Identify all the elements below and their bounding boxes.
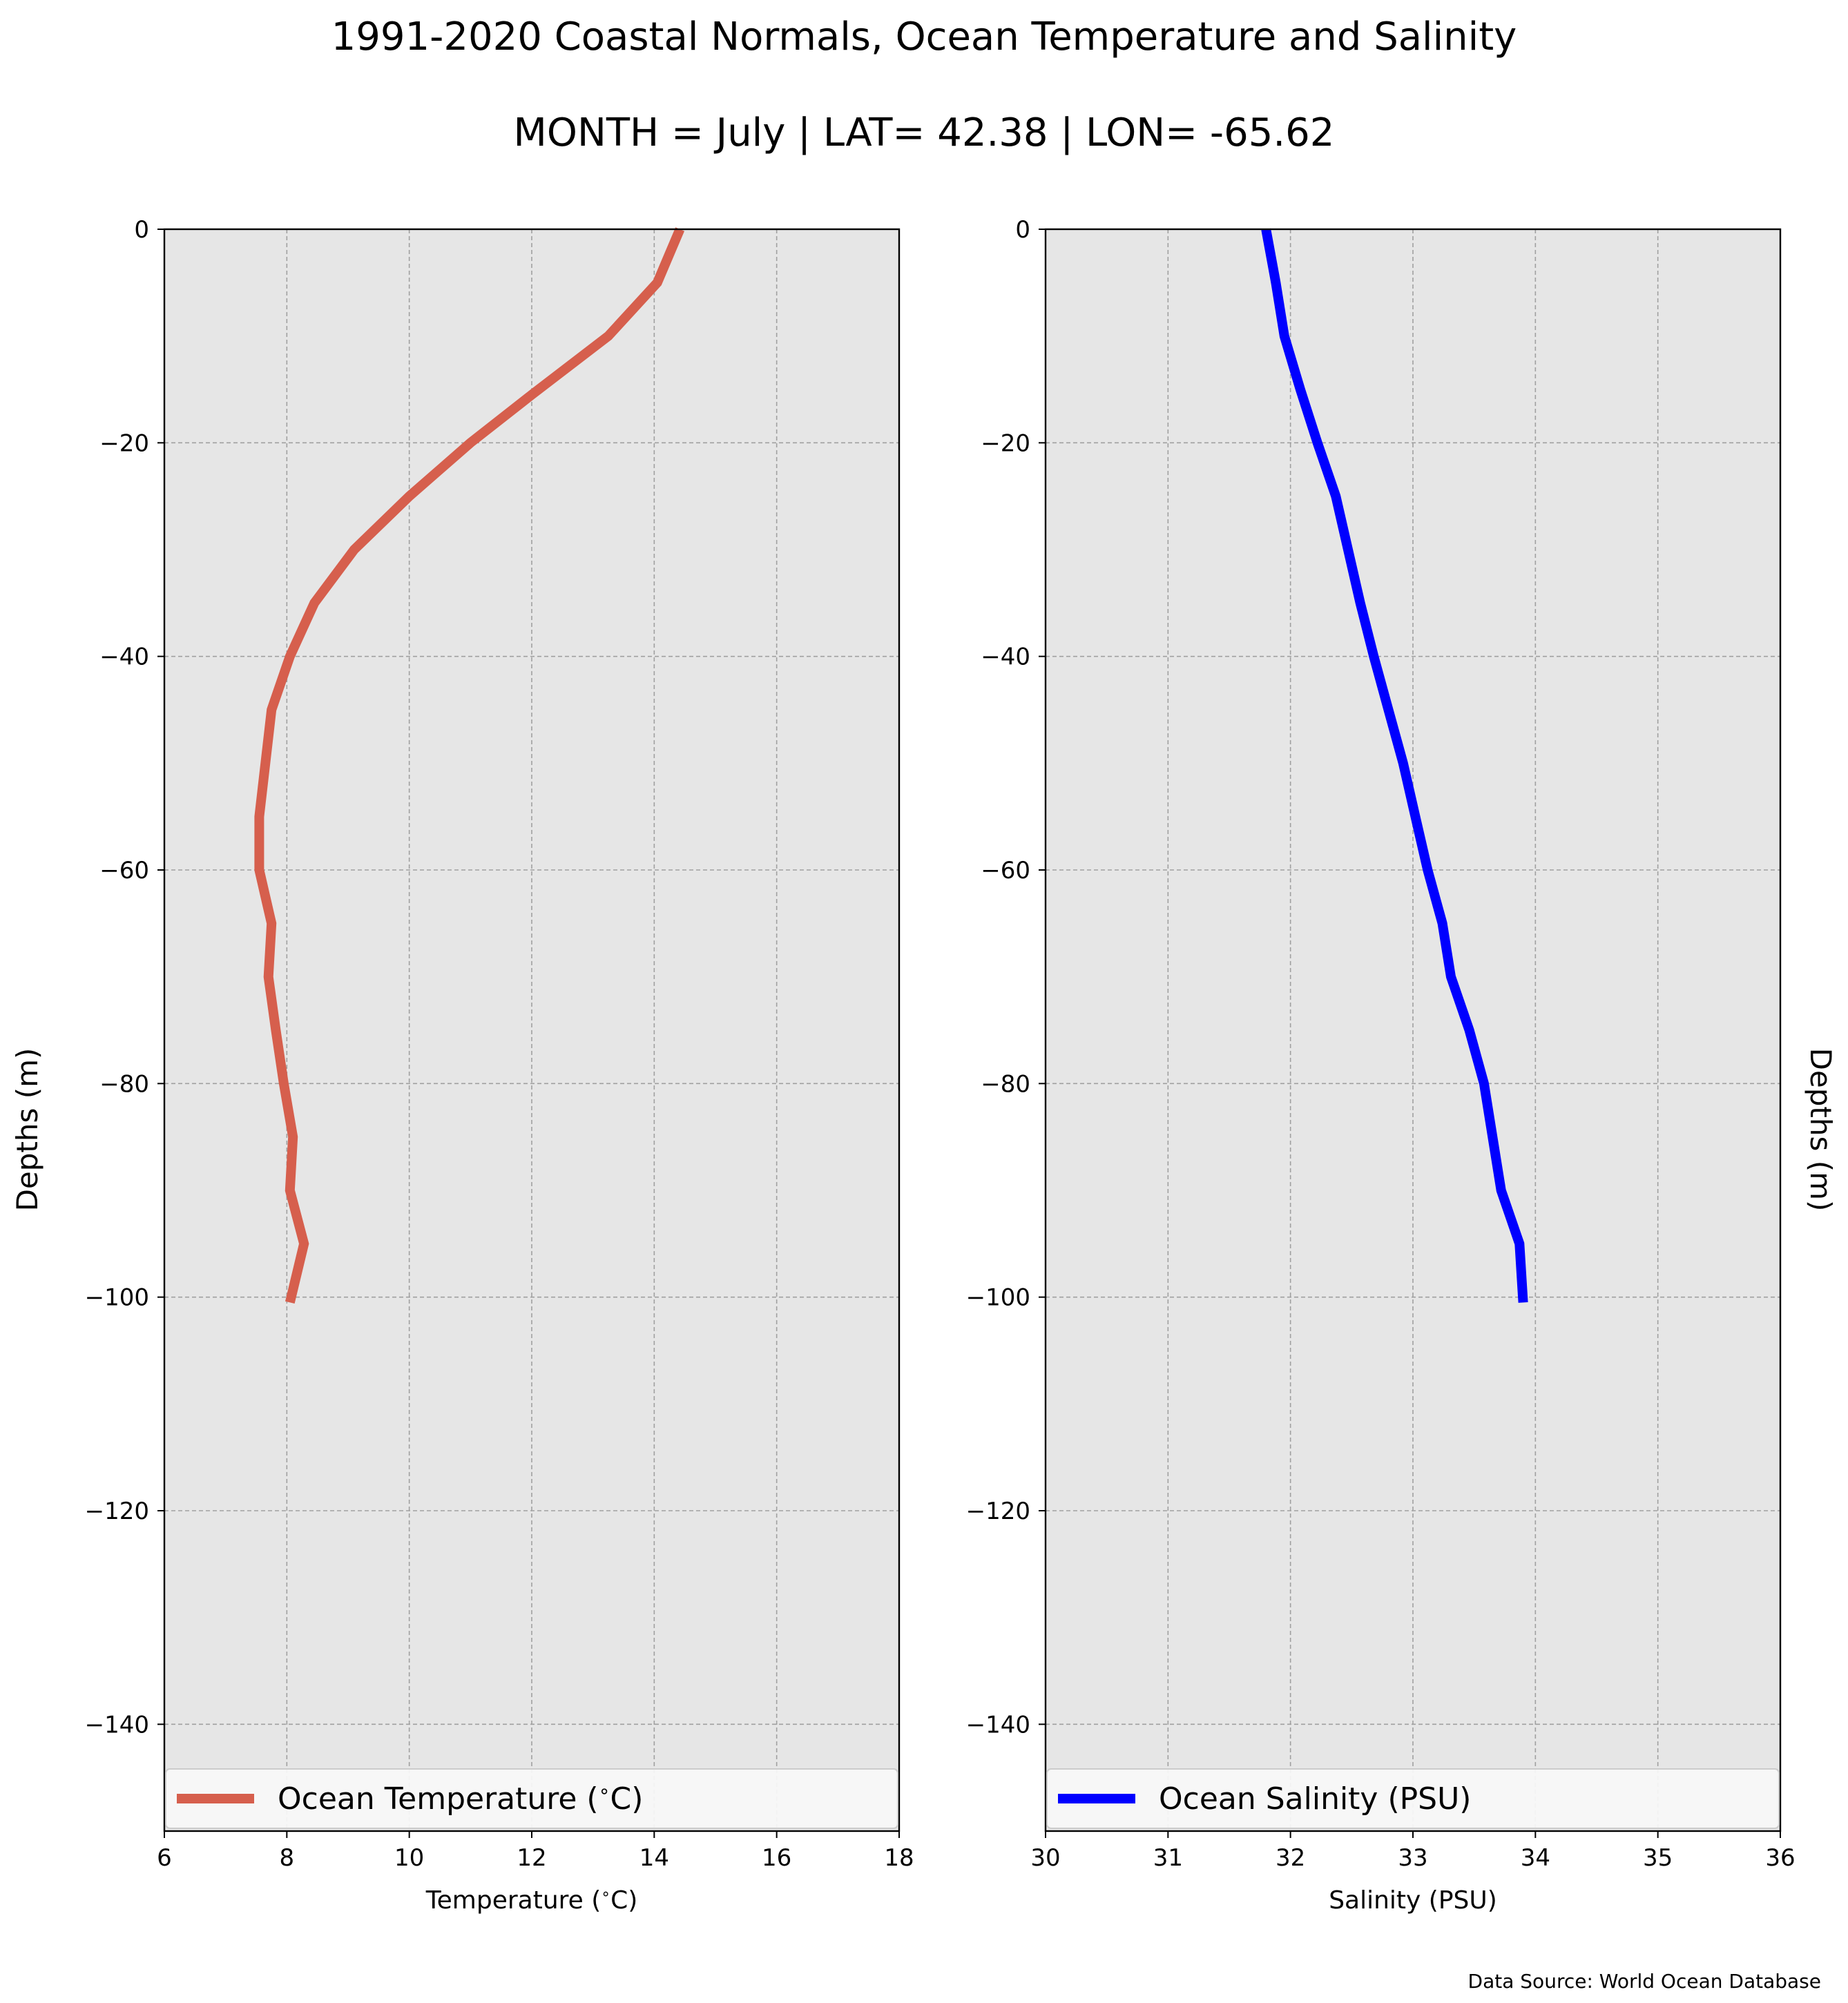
y-tick-label: −120 <box>85 1498 149 1525</box>
series-line <box>254 227 685 1304</box>
x-tick-label: 34 <box>1521 1844 1550 1872</box>
y-tick-label: −60 <box>981 857 1030 884</box>
y-tick-label: −100 <box>966 1284 1030 1312</box>
x-tick-label: 32 <box>1276 1844 1305 1872</box>
series-line <box>1261 228 1528 1303</box>
legend: Ocean Salinity (PSU) <box>1046 1768 1780 1829</box>
y-axis-label: Depths (m) <box>1804 1048 1838 1212</box>
legend-label: Ocean Salinity (PSU) <box>1159 1781 1471 1817</box>
y-tick-label: −60 <box>99 857 149 884</box>
x-tick-label: 33 <box>1398 1844 1427 1872</box>
salinity-panel: 30 31 32 33 34 35 36 0 −20 −40 −60 −80 −100 −120 −140 S… <box>966 216 1838 1915</box>
y-tick-label: −140 <box>85 1711 149 1739</box>
y-tick-label: −40 <box>981 644 1030 671</box>
x-tick-label: 14 <box>639 1844 669 1872</box>
legend-box <box>165 1768 898 1829</box>
x-tick-label: 6 <box>157 1844 172 1872</box>
legend-label: Ocean Temperature (∘C) <box>278 1781 643 1817</box>
x-tick-label: 16 <box>762 1844 791 1872</box>
legend-box <box>1046 1768 1780 1829</box>
x-tick-label: 35 <box>1643 1844 1673 1872</box>
legend: Ocean Temperature (∘C) <box>165 1768 898 1829</box>
y-tick-label: −140 <box>966 1711 1030 1739</box>
temperature-panel: 6 8 10 12 14 16 18 0 −20 −40 −60 −80 −100 −120 −140 Tem… <box>10 216 914 1915</box>
y-tick-label: −20 <box>981 429 1030 457</box>
x-tick-label: 31 <box>1153 1844 1183 1872</box>
y-tick-label: −100 <box>85 1284 149 1312</box>
x-axis-label: Temperature (∘C) <box>425 1886 638 1915</box>
x-tick-label: 36 <box>1765 1844 1795 1872</box>
y-tick-label: −40 <box>99 644 149 671</box>
x-tick-label: 10 <box>394 1844 424 1872</box>
y-tick-label: −120 <box>966 1498 1030 1525</box>
x-tick-label: 30 <box>1030 1844 1060 1872</box>
y-tick-label: −80 <box>981 1070 1030 1098</box>
y-axis-label: Depths (m) <box>10 1048 44 1212</box>
y-tick-label: −80 <box>99 1070 149 1098</box>
y-tick-label: −20 <box>99 429 149 457</box>
x-tick-label: 12 <box>517 1844 546 1872</box>
x-tick-label: 18 <box>884 1844 914 1872</box>
x-axis-label: Salinity (PSU) <box>1329 1886 1497 1915</box>
x-tick-label: 8 <box>280 1844 295 1872</box>
y-tick-label: 0 <box>1015 216 1030 244</box>
chart-title: 1991-2020 Coastal Normals, Ocean Tempera… <box>331 14 1517 59</box>
y-tick-label: 0 <box>134 216 149 244</box>
chart-subtitle: MONTH = July | LAT= 42.38 | LON= -65.62 <box>514 110 1335 155</box>
source-note: Data Source: World Ocean Database <box>1468 1970 1821 1993</box>
